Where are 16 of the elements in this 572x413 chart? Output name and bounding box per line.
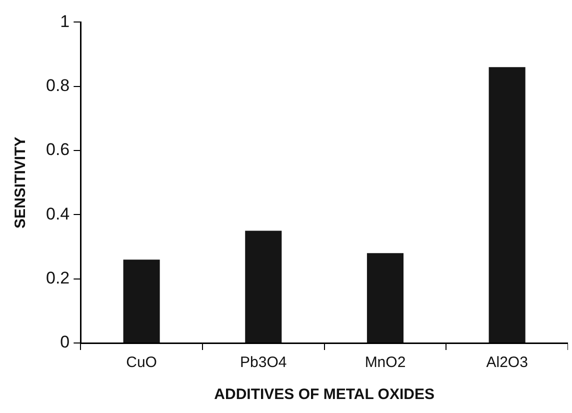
bar <box>366 253 404 342</box>
y-tick-label: 0.4 <box>46 204 70 224</box>
bar <box>245 230 282 342</box>
y-tick-label: 0 <box>60 332 70 352</box>
bar <box>488 67 526 342</box>
y-tick-label: 1 <box>60 12 70 31</box>
x-tick-label: CuO <box>126 354 157 372</box>
y-tick-label: 0.8 <box>46 76 70 96</box>
y-axis-title: SENSITIVITY <box>12 136 30 228</box>
x-tick-label: Al2O3 <box>486 354 528 372</box>
x-axis-title: ADDITIVES OF METAL OXIDES <box>214 386 434 404</box>
bar <box>123 260 160 342</box>
y-tick-label: 0.2 <box>46 268 70 288</box>
x-tick-label: MnO2 <box>364 354 406 372</box>
y-tick-label: 0.6 <box>46 140 70 160</box>
x-tick-label: Pb3O4 <box>240 354 287 372</box>
